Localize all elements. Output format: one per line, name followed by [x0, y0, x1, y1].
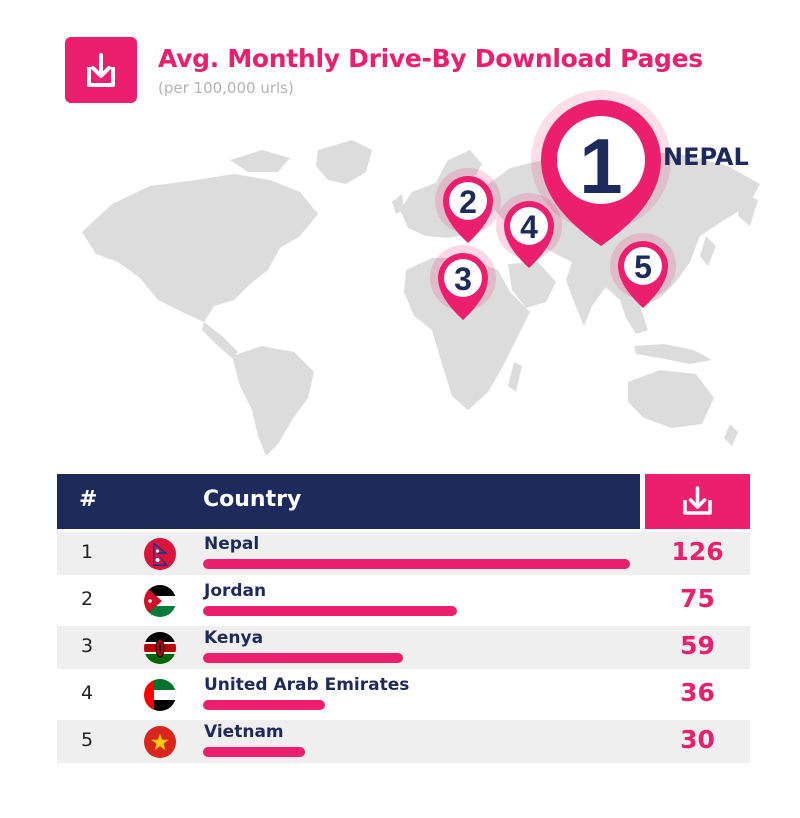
page-subtitle: (per 100,000 urls) — [158, 79, 294, 97]
row-rank: 3 — [81, 635, 94, 657]
row-rank: 1 — [81, 541, 94, 563]
ranking-table: # Country 1 Nepal 126 2 — [57, 474, 750, 770]
pin-number-4: 4 — [520, 209, 538, 245]
row-country: Jordan — [204, 581, 267, 601]
row-value: 75 — [680, 584, 715, 613]
value-bar — [203, 747, 305, 757]
table-row: 1 Nepal 126 — [57, 532, 750, 575]
value-bar — [203, 559, 630, 569]
world-map: 2 4 3 5 1 — [82, 90, 760, 456]
kenya-flag-icon — [144, 632, 176, 664]
download-icon — [65, 37, 137, 103]
column-header-country: Country — [203, 487, 302, 512]
row-rank: 2 — [81, 588, 94, 610]
pin-number-3: 3 — [454, 261, 472, 297]
value-bar — [203, 700, 325, 710]
table-row: 5 Vietnam 30 — [57, 720, 750, 763]
column-header-rank: # — [79, 487, 98, 512]
page-title: Avg. Monthly Drive-By Download Pages — [158, 44, 703, 73]
row-country: Nepal — [204, 534, 260, 554]
row-value: 59 — [680, 631, 715, 660]
table-header: # Country — [57, 474, 640, 529]
value-bar — [203, 606, 458, 616]
pin-number-2: 2 — [459, 184, 477, 220]
table-row: 3 Kenya 59 — [57, 626, 750, 669]
value-bar — [203, 653, 403, 663]
row-rank: 5 — [81, 729, 94, 751]
row-value: 30 — [680, 725, 715, 754]
map-pin-4 — [496, 193, 562, 268]
map-pin-1 — [531, 90, 671, 246]
uae-flag-icon — [144, 679, 176, 711]
row-rank: 4 — [81, 682, 94, 704]
pin-number-1: 1 — [579, 122, 622, 210]
row-value: 36 — [680, 678, 715, 707]
top-country-label: NEPAL — [663, 143, 749, 171]
row-country: Kenya — [204, 628, 264, 648]
jordan-flag-icon — [144, 585, 176, 617]
column-header-value-download-icon — [645, 474, 750, 529]
row-country: United Arab Emirates — [204, 675, 410, 695]
map-pin-2 — [435, 168, 501, 243]
vietnam-flag-icon — [144, 726, 176, 758]
row-value: 126 — [671, 537, 724, 566]
row-country: Vietnam — [204, 722, 284, 742]
table-row: 4 United Arab Emirates 36 — [57, 673, 750, 716]
map-pin-group: 2 4 3 5 1 — [430, 90, 676, 320]
map-pin-5 — [610, 233, 676, 308]
pin-number-5: 5 — [634, 249, 652, 285]
map-pin-3 — [430, 245, 496, 320]
nepal-flag-icon — [144, 538, 176, 570]
table-row: 2 Jordan 75 — [57, 579, 750, 622]
